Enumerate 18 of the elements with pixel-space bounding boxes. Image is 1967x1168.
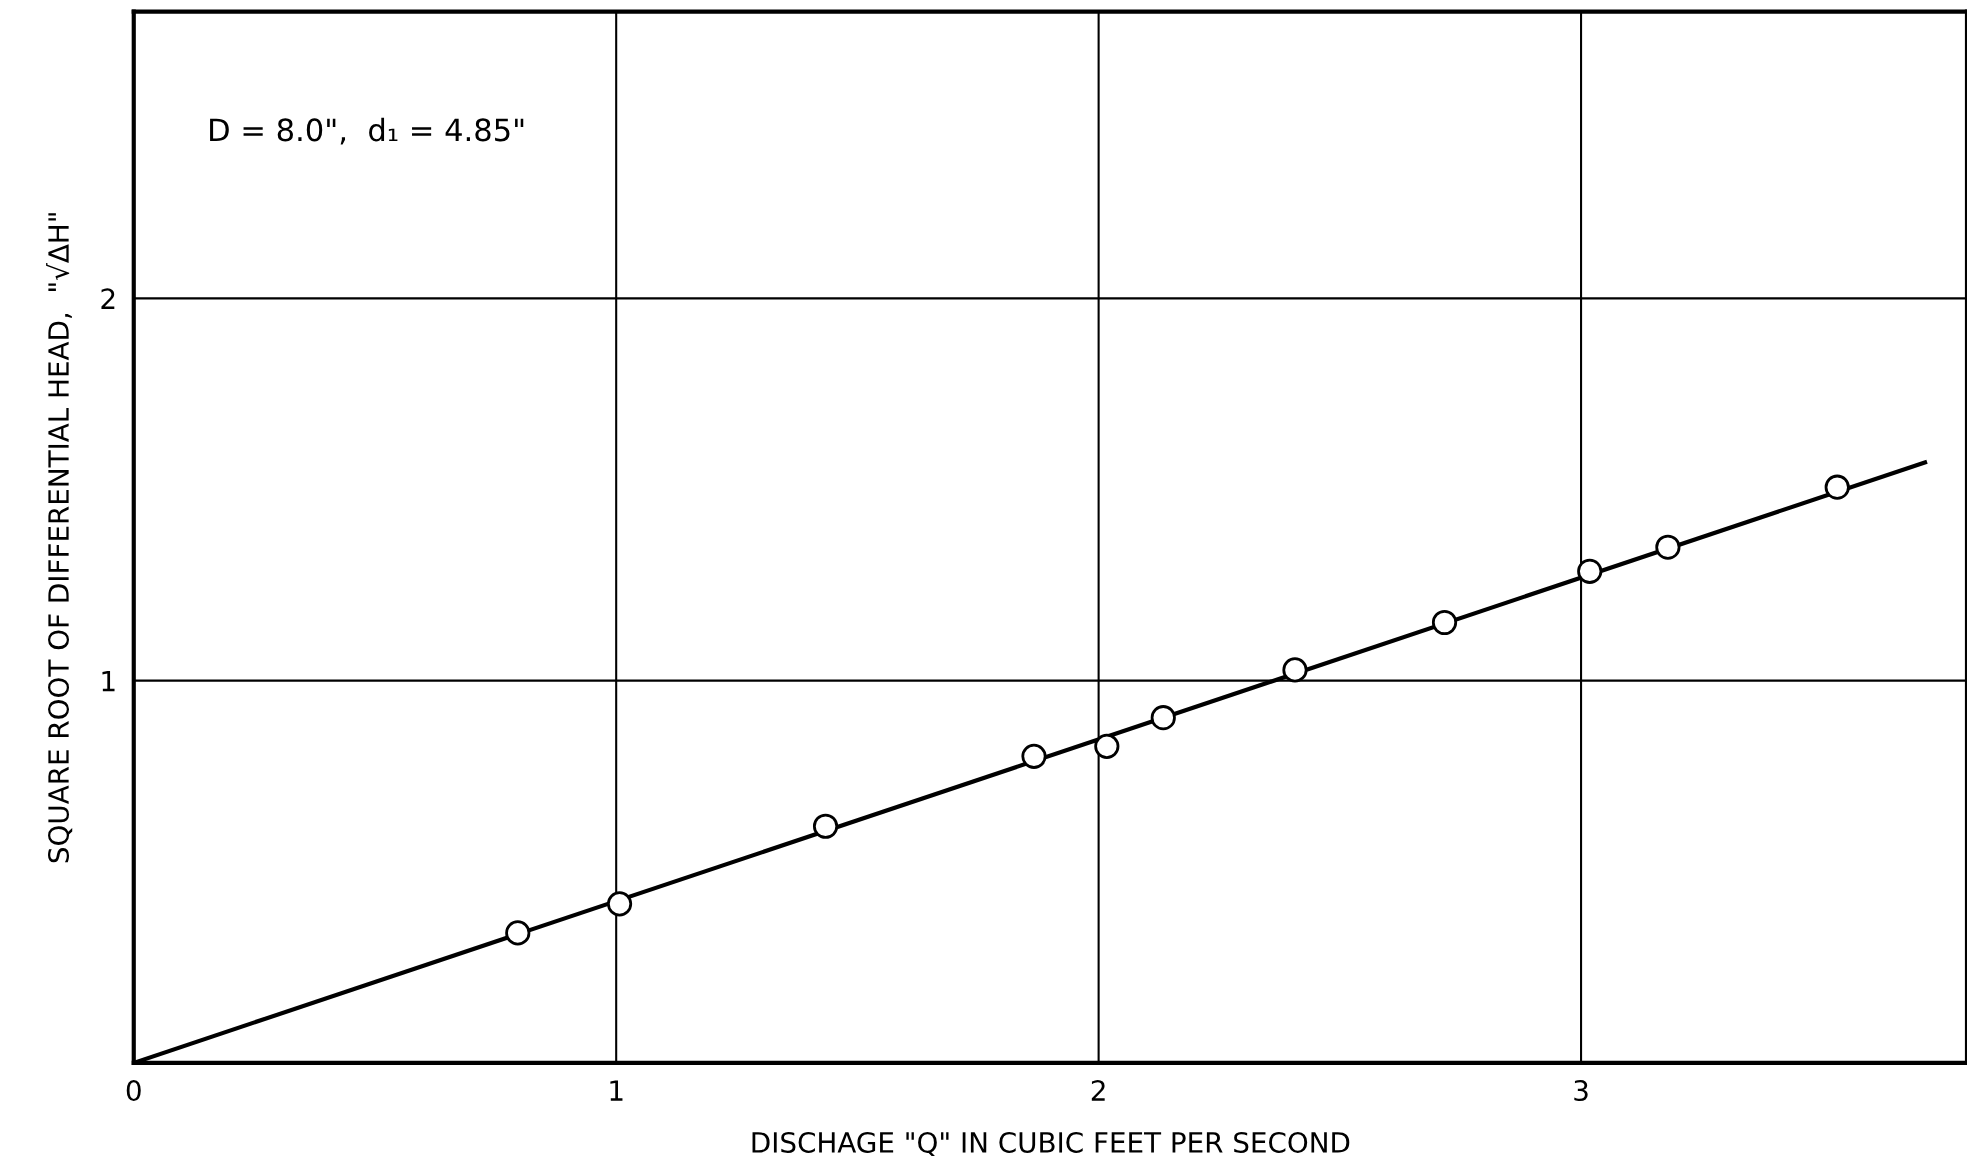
point <box>1094 733 1120 759</box>
point <box>1431 609 1458 636</box>
point <box>1150 705 1176 731</box>
point <box>606 891 633 917</box>
x-tick-label: 2 <box>1091 1080 1105 1101</box>
point <box>1577 558 1603 584</box>
x-tick-label: 1 <box>610 1080 623 1101</box>
point <box>1824 474 1850 500</box>
annotation: D = 8.0", d₁ = 4.85" <box>210 117 524 145</box>
x-axis-title: DISCHAGE "Q" IN CUBIC FEET PER SECOND <box>752 1131 1350 1157</box>
point <box>1282 657 1308 683</box>
x-tick-label: 3 <box>1574 1080 1588 1102</box>
y-axis-title: SQUARE ROOT OF DIFFERENTIAL HEAD, "√ΔH" <box>46 213 73 863</box>
point <box>1655 534 1681 560</box>
point <box>1021 743 1047 769</box>
point <box>505 920 531 946</box>
point <box>812 813 839 839</box>
x-tick-label: 0 <box>126 1080 141 1102</box>
